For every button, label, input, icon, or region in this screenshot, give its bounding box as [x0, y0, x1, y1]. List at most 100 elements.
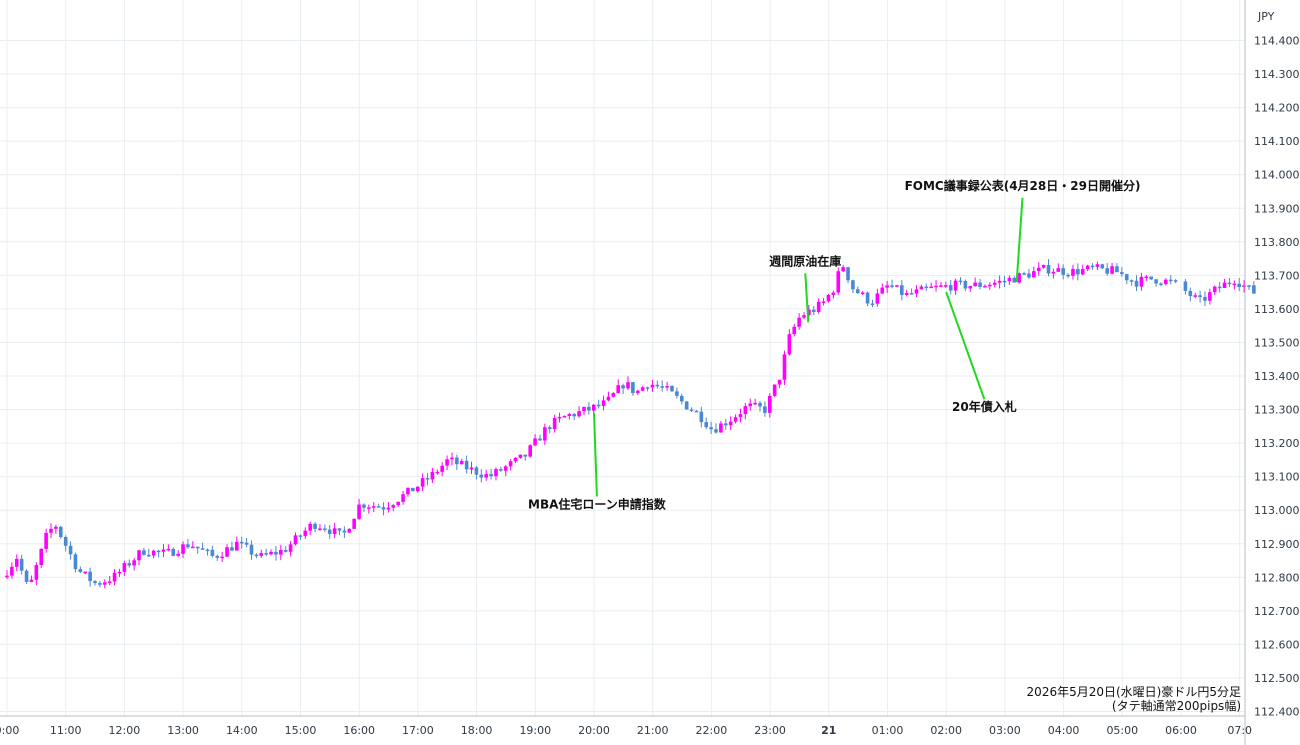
candle-down [264, 548, 268, 557]
candle-body [1017, 273, 1021, 283]
candle-down [362, 503, 366, 512]
candle-down [684, 401, 689, 410]
candle-body [777, 379, 782, 385]
candle-body [1237, 283, 1242, 287]
candle-down [704, 417, 709, 430]
candle-down [660, 380, 665, 392]
price-tick-label: 112.700 [1254, 605, 1300, 618]
candle-down [464, 455, 469, 474]
candle-up [279, 544, 283, 561]
candle-down [1252, 281, 1256, 295]
candle-body [1007, 277, 1012, 282]
time-tick-label: 0:00 [0, 724, 19, 737]
candle-down [1066, 273, 1070, 279]
candle-body [308, 523, 312, 531]
candle-body [347, 528, 352, 533]
candle-down [865, 291, 870, 307]
candle-body [635, 390, 640, 394]
candle-down [1149, 276, 1153, 281]
candle-body [39, 548, 44, 566]
candle-body [156, 550, 161, 553]
price-tick-label: 112.900 [1254, 538, 1300, 551]
candle-up [332, 522, 337, 539]
candle-down [499, 466, 503, 472]
candle-up [1036, 262, 1041, 276]
time-tick-label: 13:00 [167, 724, 199, 737]
candle-body [567, 414, 572, 416]
candle-up [1164, 278, 1168, 286]
candle-body [909, 293, 914, 295]
candle-down [1173, 279, 1178, 284]
candle-down [1217, 282, 1222, 293]
candle-body [220, 556, 224, 559]
candle-down [200, 542, 205, 550]
candle-body [225, 547, 229, 557]
candle-body [587, 406, 591, 411]
candle-up [748, 398, 753, 411]
candle-body [244, 542, 249, 545]
candle-body [1252, 285, 1256, 294]
candle-up [733, 414, 738, 424]
candle-body [1164, 279, 1168, 285]
candle-down [1134, 275, 1139, 291]
candle-body [1149, 276, 1153, 280]
candle-body [1173, 280, 1178, 282]
candle-down [655, 380, 660, 389]
candle-body [186, 544, 190, 548]
candle-body [890, 285, 894, 287]
candle-up [161, 544, 166, 558]
candle-up [352, 518, 356, 529]
candle-up [728, 416, 733, 431]
time-tick-label: 12:00 [109, 724, 141, 737]
candle-body [166, 548, 171, 551]
candle-body [816, 301, 821, 312]
candle-body [543, 427, 547, 441]
candle-body [19, 558, 24, 571]
candle-up [777, 379, 782, 389]
candle-down [249, 540, 254, 560]
candle-body [298, 535, 303, 537]
candle-down [1115, 263, 1119, 273]
candle-body [440, 465, 444, 472]
candle-down [1046, 259, 1051, 277]
candle-down [523, 454, 528, 461]
candle-down [1159, 282, 1163, 287]
candle-body [288, 544, 293, 552]
candle-down [489, 468, 493, 480]
candle-body [655, 384, 660, 387]
chart-info-line1: 2026年5月20日(水曜日)豪ドル円5分足 [1027, 684, 1241, 699]
chart-info-line2: (タテ軸通常200pips幅) [1112, 698, 1241, 713]
candle-down [1247, 284, 1251, 290]
candle-body [1242, 285, 1246, 287]
candles [5, 259, 1256, 589]
candle-down [1100, 263, 1105, 270]
candle-body [841, 267, 845, 272]
candle-body [596, 404, 601, 407]
candle-body [1144, 276, 1149, 278]
candle-body [611, 393, 616, 397]
annotations: MBA住宅ローン申請指数 週間原油在庫 FOMC議事録公表(4月28日・29日開催分… [528, 178, 1140, 512]
price-tick-label: 113.400 [1254, 370, 1300, 383]
candle-down [1022, 271, 1026, 276]
candle-body [29, 579, 34, 582]
candle-body [577, 411, 581, 417]
candle-body [1212, 286, 1217, 293]
candle-body [1002, 280, 1007, 283]
candle-body [230, 547, 234, 551]
candle-body [953, 280, 958, 291]
candle-up [611, 392, 616, 398]
candle-body [983, 286, 987, 288]
candle-down [156, 549, 161, 558]
candle-down [699, 406, 704, 428]
candle-down [244, 538, 249, 548]
candle-body [1115, 266, 1119, 273]
candle-up [640, 385, 645, 392]
candle-body [934, 285, 938, 288]
candle-body [821, 301, 826, 303]
candle-up [137, 549, 141, 566]
candle-up [929, 282, 933, 289]
annotation-label: 20年債入札 [952, 399, 1017, 414]
price-tick-label: 114.000 [1254, 169, 1300, 182]
candle-up [391, 503, 396, 512]
